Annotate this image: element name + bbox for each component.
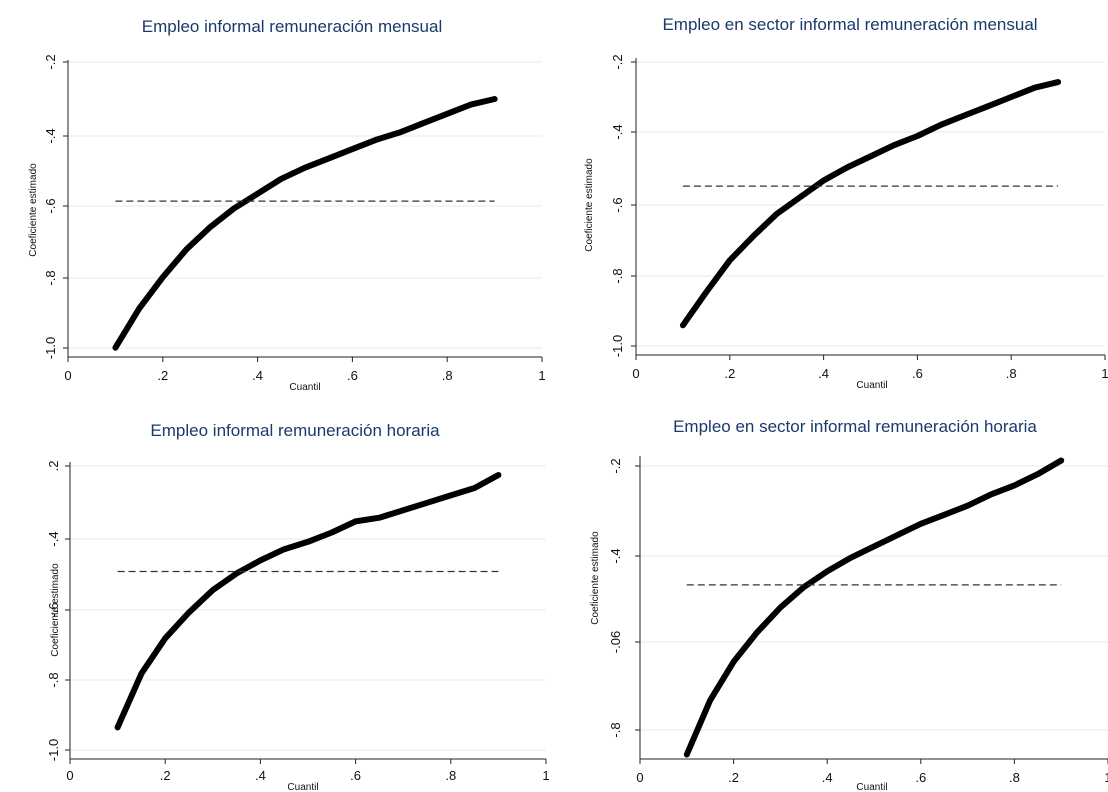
y-tick-label: -.6 — [43, 198, 58, 213]
x-tick-label: .6 — [347, 368, 358, 383]
x-tick-label: 1 — [1101, 366, 1108, 381]
y-tick-label: -.2 — [608, 458, 623, 473]
y-axis-title: Coeficiente estimado — [50, 563, 61, 657]
y-tick-label: -.4 — [43, 128, 58, 143]
quantile-coefficient-line — [114, 472, 502, 731]
chart-panel: Empleo informal remuneración mensual -.2 -… — [28, 17, 546, 393]
x-axis-title: Cuantil — [856, 380, 887, 391]
x-tick-label: 1 — [538, 368, 545, 383]
x-tick-label: .8 — [1009, 770, 1020, 785]
x-tick-label: .2 — [724, 366, 735, 381]
x-tick-label: .4 — [822, 770, 833, 785]
x-tick-label: 0 — [636, 770, 643, 785]
x-tick-label: .2 — [157, 368, 168, 383]
y-axis-title: Coeficiente estimado — [590, 531, 601, 625]
x-tick-label: .2 — [728, 770, 739, 785]
quantile-coefficient-line — [679, 79, 1062, 329]
y-tick-label: -.8 — [610, 268, 625, 283]
x-tick-label: .6 — [915, 770, 926, 785]
y-tick-label: -1.0 — [43, 337, 58, 359]
y-tick-label: -.8 — [43, 270, 58, 285]
y-tick-label: -1.0 — [610, 335, 625, 357]
x-tick-label: .6 — [912, 366, 923, 381]
y-axis-title: Coeficiente estimado — [584, 158, 595, 252]
x-tick-label: .4 — [255, 768, 266, 783]
y-tick-label: -.6 — [610, 197, 625, 212]
chart-title: Empleo en sector informal remuneración m… — [662, 15, 1037, 34]
y-tick-label: -.06 — [608, 631, 623, 653]
y-tick-label: .2 — [46, 461, 61, 472]
x-tick-label: 1 — [1104, 770, 1108, 785]
x-tick-label: .2 — [160, 768, 171, 783]
chart-title: Empleo en sector informal remuneración h… — [673, 417, 1037, 436]
y-tick-label: -1.0 — [46, 739, 61, 761]
y-tick-label: -.4 — [610, 124, 625, 139]
x-tick-label: .8 — [1006, 366, 1017, 381]
x-axis-title: Cuantil — [289, 382, 320, 393]
chart-panel: Empleo en sector informal remuneración m… — [584, 15, 1108, 391]
x-tick-label: .4 — [818, 366, 829, 381]
quantile-coefficient-line — [683, 457, 1065, 758]
y-tick-label: -.2 — [43, 54, 58, 69]
x-tick-label: .8 — [445, 768, 456, 783]
quantile-coefficient-line — [112, 96, 498, 351]
x-axis-title: Cuantil — [856, 782, 887, 792]
y-tick-label: -.8 — [608, 722, 623, 737]
chart-panel: Empleo informal remuneración horaria .2 -.… — [46, 421, 550, 792]
x-tick-label: .4 — [252, 368, 263, 383]
chart-panel: Empleo en sector informal remuneración h… — [590, 417, 1108, 792]
x-tick-label: 0 — [64, 368, 71, 383]
chart-title: Empleo informal remuneración mensual — [142, 17, 442, 36]
y-tick-label: -.4 — [46, 531, 61, 546]
x-tick-label: 1 — [542, 768, 549, 783]
x-axis-title: Cuantil — [287, 782, 318, 792]
x-tick-label: .6 — [350, 768, 361, 783]
x-tick-label: .8 — [442, 368, 453, 383]
y-tick-label: -.6 — [46, 602, 61, 617]
y-axis-title: Coeficiente estimado — [28, 163, 39, 257]
chart-title: Empleo informal remuneración horaria — [150, 421, 440, 440]
y-tick-label: -.4 — [608, 548, 623, 563]
y-tick-label: -.2 — [610, 54, 625, 69]
y-tick-label: -.8 — [46, 672, 61, 687]
x-tick-label: 0 — [66, 768, 73, 783]
x-tick-label: 0 — [632, 366, 639, 381]
